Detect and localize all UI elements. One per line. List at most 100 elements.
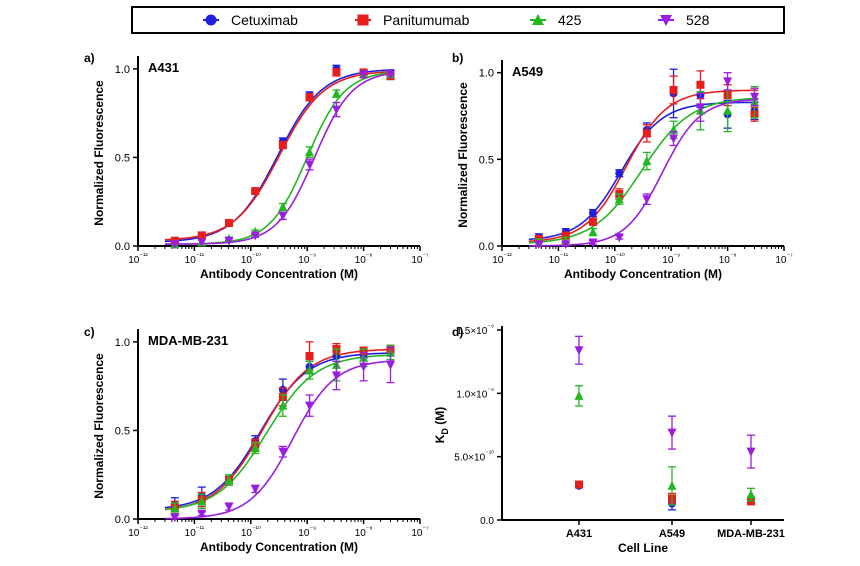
x-tick-base: 10 (241, 528, 253, 539)
data-point (250, 443, 260, 453)
x-axis-label: Antibody Concentration (M) (564, 267, 722, 281)
x-tick-exponent: ⁻⁸ (730, 253, 737, 260)
x-tick-base: 10 (128, 255, 140, 266)
data-point (588, 209, 597, 218)
x-tick-base: 10 (241, 255, 253, 266)
data-point (669, 86, 678, 94)
data-point (615, 169, 624, 178)
data-point (723, 77, 733, 87)
series-528 (574, 335, 756, 469)
data-point (250, 231, 260, 241)
x-tick-label: 10⁻¹¹ (549, 253, 569, 266)
data-point (750, 92, 760, 102)
data-point (669, 134, 679, 144)
x-tick-label: 10⁻¹² (492, 253, 512, 266)
x-tick-label: 10⁻¹¹ (185, 526, 205, 539)
fit-curve (164, 354, 395, 511)
y-tick-base: 5.0×10 (454, 453, 485, 464)
panel-title: A431 (148, 60, 179, 75)
data-point (614, 194, 624, 204)
triangle-up-marker-icon (530, 14, 546, 25)
data-point (170, 240, 180, 250)
data-point (305, 401, 315, 411)
series-425 (574, 385, 756, 506)
y-tick-label: 0.5 (115, 152, 130, 164)
panel-title: MDA-MB-231 (148, 333, 228, 348)
series-528 (534, 72, 760, 250)
data-point (723, 105, 733, 115)
y-tick-label: 1.0 (115, 64, 130, 76)
x-tick-base: 10 (492, 255, 504, 266)
x-tick-label: 10⁻⁸ (355, 253, 373, 266)
y-tick-label: 0.0 (479, 241, 494, 253)
x-tick-label: A431 (566, 528, 592, 540)
y-tick-label: 0.0 (115, 241, 130, 253)
data-point (588, 217, 597, 226)
series-panitumumab (170, 341, 395, 513)
fit-curve (164, 360, 395, 520)
x-tick-exponent: ⁻⁷ (422, 526, 429, 533)
x-tick-label: 10⁻⁹ (298, 526, 316, 539)
y-tick-label: 0.0 (480, 516, 494, 527)
x-tick-label: 10⁻¹⁰ (241, 252, 261, 266)
y-tick-label: 1.5×10⁻⁹ (456, 324, 494, 337)
fit-curve (528, 97, 759, 244)
x-tick-base: 10 (662, 255, 674, 266)
y-tick-label: 0.0 (115, 514, 130, 526)
data-point (574, 346, 584, 356)
data-point (588, 227, 598, 237)
data-point (251, 187, 260, 196)
y-tick-base: 0.0 (480, 516, 494, 527)
legend-label: 528 (686, 12, 710, 28)
x-axis-label: Antibody Concentration (M) (200, 267, 358, 281)
circle-marker-icon (203, 14, 219, 26)
panel-title: A549 (512, 64, 543, 79)
data-point (746, 489, 756, 499)
fit-curve (164, 348, 395, 511)
x-tick-base: 10 (128, 528, 140, 539)
y-axis-label-sub: D (440, 428, 450, 435)
data-point (305, 352, 314, 361)
data-point (305, 160, 315, 170)
series-cetuximab (575, 481, 755, 511)
data-point (305, 147, 315, 157)
x-tick-exponent: ⁻¹⁰ (252, 525, 261, 533)
x-tick-exponent: ⁻¹⁰ (616, 252, 625, 260)
data-point (278, 141, 287, 150)
x-tick-exponent: ⁻⁷ (422, 253, 429, 260)
data-point (575, 480, 583, 489)
y-tick-base: 1.0×10 (456, 389, 487, 400)
x-tick-label: 10⁻¹⁰ (241, 525, 261, 539)
x-tick-base: 10 (355, 255, 367, 266)
data-point (642, 129, 651, 138)
x-tick-label: MDA-MB-231 (717, 528, 785, 540)
x-tick-label: 10⁻⁸ (719, 253, 737, 266)
y-tick-base: 1.5×10 (456, 326, 487, 337)
x-tick-base: 10 (298, 528, 310, 539)
panel-label: d) (452, 325, 463, 339)
data-point (250, 484, 260, 494)
legend-label: Cetuximab (231, 12, 298, 28)
square-marker-icon (355, 14, 371, 26)
x-tick-label: 10⁻⁹ (662, 253, 680, 266)
data-point (278, 400, 288, 410)
fit-curve (164, 72, 395, 245)
y-axis-label-unit: (M) (433, 407, 447, 428)
x-tick-exponent: ⁻¹¹ (196, 253, 205, 260)
data-point (359, 70, 369, 80)
data-point (588, 238, 598, 248)
x-tick-exponent: ⁻⁸ (366, 253, 373, 260)
data-point (224, 218, 233, 227)
x-tick-base: 10 (185, 528, 197, 539)
y-axis-label: Normalized Fluorescence (456, 82, 470, 228)
x-tick-label: 10⁻⁸ (355, 526, 373, 539)
data-point (278, 202, 288, 212)
x-tick-label: 10⁻¹² (128, 526, 148, 539)
panel-label: b) (452, 51, 463, 65)
data-point (695, 103, 705, 113)
series-425 (534, 85, 760, 247)
